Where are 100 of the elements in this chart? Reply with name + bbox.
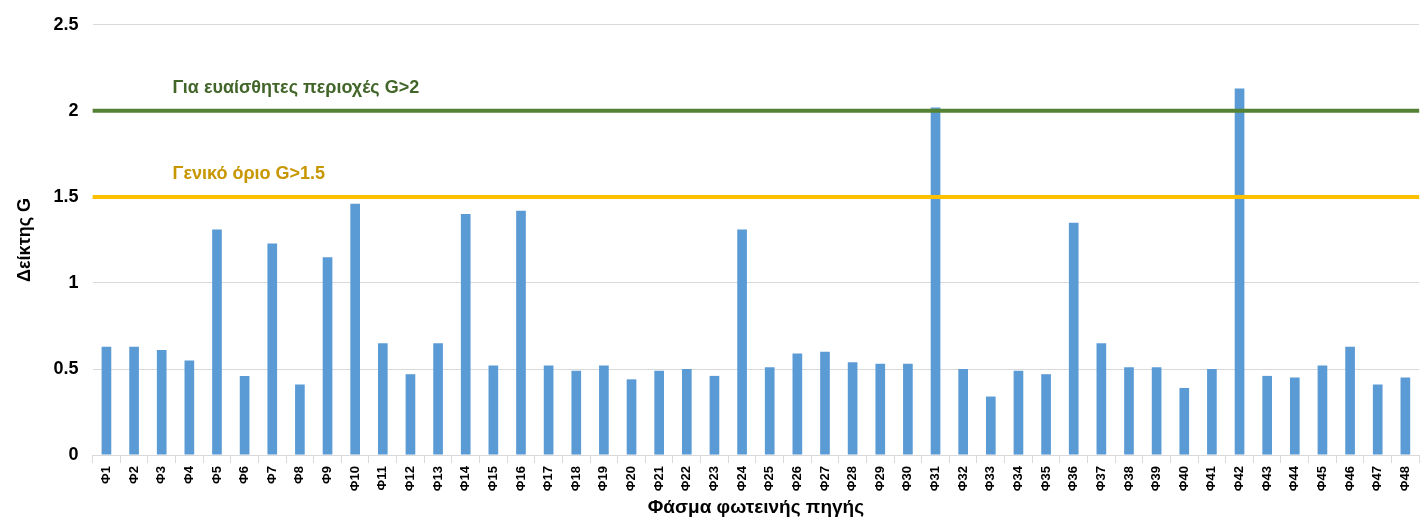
bar [1013,370,1024,455]
y-tick-label: 2.5 [53,13,79,34]
x-tick-label: Φ18 [567,466,583,492]
bar [1041,374,1051,455]
bar [433,343,443,455]
bar [129,346,139,455]
x-tick-label: Φ26 [788,466,804,492]
bar [350,203,361,455]
x-tick-label: Φ27 [816,466,832,492]
ref-line-label: Για ευαίσθητες περιοχές G>2 [172,76,420,97]
x-tick-label: Φ9 [319,466,335,484]
x-tick-label: Φ20 [623,466,639,492]
x-tick-label: Φ36 [1065,466,1081,492]
bar [571,370,582,455]
bar [488,365,499,455]
bar [1289,377,1300,455]
bar [985,396,996,455]
bar [792,353,803,455]
bar [101,346,112,455]
x-tick-label: Φ34 [1010,465,1026,492]
bar [737,229,747,455]
y-tick-label: 0 [68,444,79,465]
x-tick-label: Φ31 [927,466,943,492]
bar [295,384,305,455]
bar [1317,365,1328,455]
bar [516,210,526,455]
bar [903,363,913,455]
x-tick-label: Φ19 [595,466,611,492]
x-tick-label: Φ28 [844,466,860,492]
x-tick-label: Φ24 [733,465,749,492]
x-tick-label: Φ11 [374,466,390,491]
bar [156,350,167,455]
bar [875,363,886,455]
y-axis-title: Δείκτης G [13,197,34,282]
bar [681,369,692,455]
x-tick-label: Φ23 [706,466,722,492]
x-tick-label: Φ25 [761,466,777,492]
x-tick-label: Φ32 [954,466,970,492]
bar [626,379,637,455]
x-tick-label: Φ10 [346,466,362,492]
bar [930,107,941,455]
y-tick-label: 1.5 [53,185,79,206]
x-tick-label: Φ40 [1175,466,1191,492]
bar [847,362,858,455]
bar [958,369,969,455]
x-tick-label: Φ14 [457,465,473,492]
x-tick-label: Φ21 [650,466,666,492]
x-tick-label: Φ48 [1396,466,1412,492]
x-tick-label: Φ3 [153,466,169,484]
bar [377,343,388,455]
x-tick-label: Φ45 [1314,466,1330,492]
x-tick-label: Φ22 [678,466,694,492]
bar [1207,369,1217,455]
x-tick-label: Φ46 [1341,466,1357,492]
x-tick-label: Φ44 [1286,465,1302,492]
bar [267,243,278,455]
y-tick-label: 1 [68,271,79,292]
bar [1400,377,1411,455]
x-tick-label: Φ41 [1203,466,1219,492]
x-tick-label: Φ5 [208,466,224,484]
x-tick-label: Φ30 [899,466,915,492]
x-tick-label: Φ43 [1258,466,1274,492]
x-tick-label: Φ16 [512,466,528,492]
bar [543,365,554,455]
y-tick-label: 0.5 [53,357,79,378]
bar [1179,387,1190,455]
bar [1372,384,1383,455]
bar [1262,375,1273,455]
x-tick-label: Φ29 [871,466,887,492]
bar [405,374,416,455]
bar [460,214,471,455]
x-tick-label: Φ17 [540,466,556,492]
bar [1234,88,1245,455]
x-tick-label: Φ42 [1231,466,1247,492]
bar [1068,222,1079,455]
bar [599,365,609,455]
bar [1096,343,1107,455]
x-tick-label: Φ38 [1120,466,1136,492]
bar [1151,367,1162,455]
bar [322,257,333,455]
x-axis-title: Φάσμα φωτεινής πηγής [647,495,865,517]
x-tick-label: Φ6 [236,466,252,484]
bar [764,367,775,455]
x-tick-label: Φ47 [1369,466,1385,492]
bar [654,370,665,455]
x-tick-label: Φ2 [125,466,141,484]
x-tick-label: Φ7 [263,466,279,484]
x-tick-label: Φ8 [291,466,307,484]
x-tick-label: Φ37 [1092,466,1108,492]
bar [820,351,830,455]
bar [184,360,195,455]
bar [212,229,222,455]
x-tick-label: Φ35 [1037,466,1053,492]
bar [1345,346,1355,455]
bar [709,375,720,455]
x-tick-label: Φ1 [98,466,114,484]
bar [239,375,250,455]
x-tick-label: Φ39 [1148,466,1164,492]
x-tick-label: Φ33 [982,466,998,492]
x-tick-label: Φ13 [429,466,445,492]
